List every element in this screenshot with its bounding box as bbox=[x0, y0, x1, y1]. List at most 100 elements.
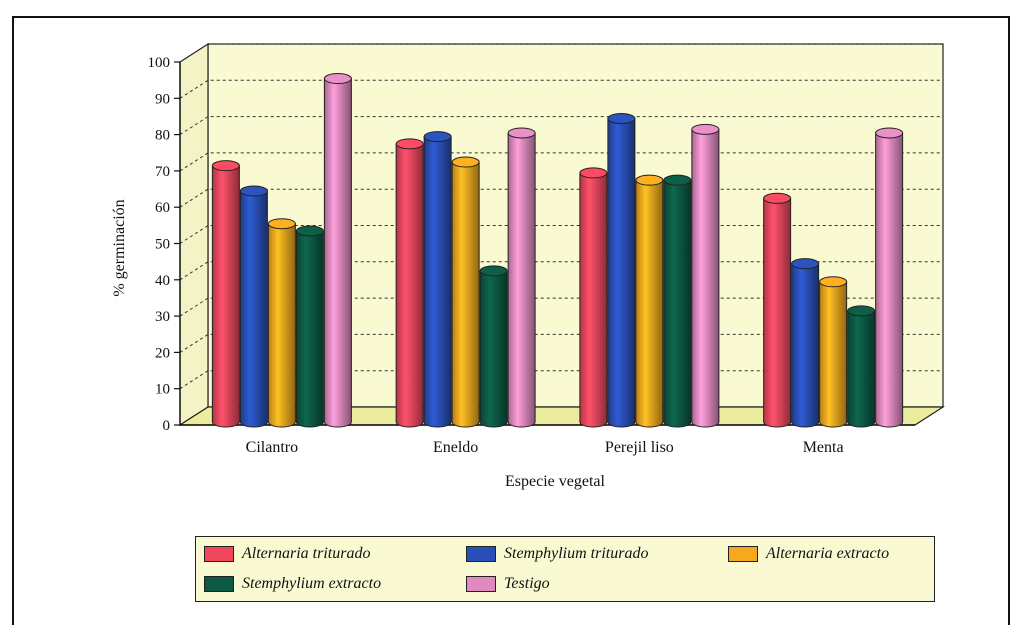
bar bbox=[323, 73, 352, 428]
legend-swatch bbox=[728, 546, 758, 562]
bar-body bbox=[395, 143, 424, 428]
bar bbox=[267, 218, 296, 428]
y-axis-label: % germinación bbox=[111, 199, 128, 296]
x-category-label: Perejil liso bbox=[605, 439, 674, 456]
bar-top bbox=[635, 174, 664, 186]
y-tick-label: 90 bbox=[155, 91, 170, 107]
x-axis-label: Especie vegetal bbox=[505, 473, 606, 490]
bar-body bbox=[791, 263, 820, 428]
bar-top bbox=[607, 112, 636, 124]
bar-top bbox=[579, 167, 608, 179]
bar-body bbox=[507, 132, 536, 428]
bar bbox=[663, 174, 692, 428]
bar-body bbox=[875, 132, 904, 428]
bar-top bbox=[691, 123, 720, 135]
bar-body bbox=[607, 117, 636, 428]
x-category-label: Eneldo bbox=[433, 439, 478, 456]
y-tick-label: 70 bbox=[155, 164, 170, 180]
bar bbox=[239, 185, 268, 428]
y-ticks: 0 10 20 30 40 50 60 70 80 90 100 bbox=[148, 55, 180, 434]
bar bbox=[635, 174, 664, 428]
bar-body bbox=[211, 165, 240, 428]
bar bbox=[763, 192, 792, 428]
bar-body bbox=[323, 78, 352, 428]
bar-body bbox=[239, 190, 268, 428]
bar bbox=[607, 112, 636, 428]
bar-top bbox=[663, 174, 692, 186]
bar-body bbox=[847, 310, 876, 428]
legend-label: Stemphylium extracto bbox=[242, 575, 382, 592]
bar-top bbox=[875, 127, 904, 139]
bar-top bbox=[507, 127, 536, 139]
bar-body bbox=[819, 281, 848, 428]
x-categories: Cilantro Eneldo Perejil liso Menta bbox=[246, 439, 844, 456]
y-tick-label: 30 bbox=[155, 309, 170, 325]
plot-background bbox=[177, 42, 946, 427]
bar bbox=[423, 131, 452, 428]
bar-top bbox=[423, 131, 452, 143]
gridline bbox=[179, 43, 943, 63]
legend-swatch bbox=[466, 576, 496, 592]
bar-top bbox=[395, 138, 424, 150]
gridline bbox=[179, 116, 943, 136]
bar-top bbox=[847, 305, 876, 317]
legend-swatch bbox=[204, 576, 234, 592]
legend-label: Stemphylium triturado bbox=[504, 545, 649, 562]
y-tick-label: 20 bbox=[155, 345, 170, 361]
bar-top bbox=[323, 73, 352, 85]
side-wall bbox=[179, 42, 209, 427]
bar bbox=[847, 305, 876, 428]
legend-swatch bbox=[204, 546, 234, 562]
bar bbox=[395, 138, 424, 428]
bar-body bbox=[423, 136, 452, 428]
bar-top bbox=[211, 160, 240, 172]
legend: Alternaria triturado Stemphylium triturad… bbox=[195, 536, 935, 602]
bar-body bbox=[267, 223, 296, 428]
bar-body bbox=[763, 197, 792, 428]
bar-top bbox=[295, 225, 324, 237]
bar-body bbox=[479, 270, 508, 428]
bar-body bbox=[295, 230, 324, 428]
legend-label: Testigo bbox=[504, 575, 550, 592]
bar bbox=[507, 127, 536, 428]
bar bbox=[691, 123, 720, 428]
legend-label: Alternaria extracto bbox=[766, 545, 890, 562]
bar bbox=[579, 167, 608, 428]
bar-body bbox=[635, 179, 664, 428]
bar-top bbox=[819, 276, 848, 288]
bar-body bbox=[451, 161, 480, 428]
bar-top bbox=[239, 185, 268, 197]
bar bbox=[875, 127, 904, 428]
x-category-label: Menta bbox=[803, 439, 844, 456]
bar-top bbox=[267, 218, 296, 230]
bar-body bbox=[663, 179, 692, 428]
bars bbox=[211, 73, 904, 428]
legend-item: Stemphylium triturado bbox=[466, 545, 648, 563]
bar-top bbox=[479, 265, 508, 277]
y-tick-label: 100 bbox=[148, 55, 171, 71]
y-tick-label: 80 bbox=[155, 128, 170, 144]
legend-item: Alternaria triturado bbox=[204, 545, 370, 563]
y-tick-label: 50 bbox=[155, 237, 170, 253]
bar-top bbox=[451, 156, 480, 168]
bar bbox=[295, 225, 324, 428]
x-category-label: Cilantro bbox=[246, 439, 298, 456]
bar bbox=[451, 156, 480, 428]
bar bbox=[819, 276, 848, 428]
y-tick-label: 40 bbox=[155, 273, 170, 289]
bar-body bbox=[691, 128, 720, 428]
y-tick-label: 60 bbox=[155, 200, 170, 216]
figure-frame bbox=[12, 16, 1010, 625]
legend-item: Alternaria extracto bbox=[728, 545, 889, 563]
gridline bbox=[179, 79, 943, 99]
bar-top bbox=[791, 258, 820, 270]
y-tick-label: 0 bbox=[163, 418, 171, 434]
bar bbox=[479, 265, 508, 428]
legend-swatch bbox=[466, 546, 496, 562]
bar-body bbox=[579, 172, 608, 428]
y-tick-label: 10 bbox=[155, 382, 170, 398]
legend-label: Alternaria triturado bbox=[242, 545, 371, 562]
legend-item: Stemphylium extracto bbox=[204, 575, 381, 593]
bar bbox=[791, 258, 820, 428]
